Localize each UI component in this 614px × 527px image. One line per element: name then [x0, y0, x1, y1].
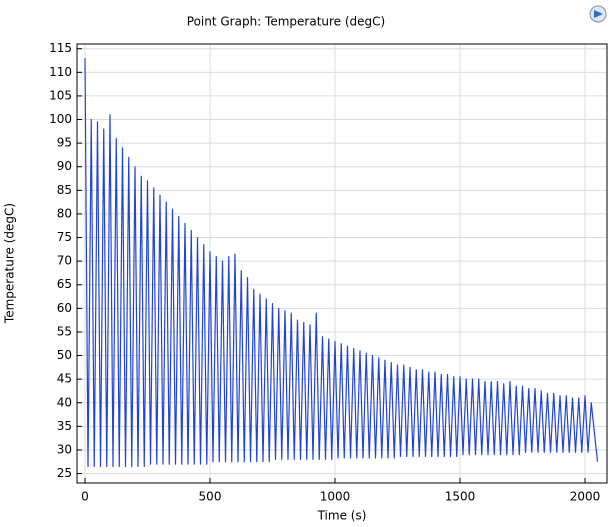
x-tick-label: 1500	[445, 490, 476, 504]
y-tick-label: 50	[57, 348, 72, 362]
y-tick-label: 35	[57, 419, 72, 433]
y-tick-label: 95	[57, 136, 72, 150]
y-tick-label: 45	[57, 372, 72, 386]
y-tick-label: 55	[57, 324, 72, 338]
toolbar-icon[interactable]	[589, 5, 607, 23]
y-tick-label: 105	[49, 88, 72, 102]
plot-frame	[76, 43, 608, 484]
y-tick-label: 25	[57, 466, 72, 480]
y-tick-label: 110	[49, 65, 72, 79]
y-tick-label: 115	[49, 41, 72, 55]
y-tick-label: 60	[57, 301, 72, 315]
y-tick-label: 85	[57, 183, 72, 197]
icon-arrow[interactable]	[594, 10, 603, 18]
y-tick-label: 40	[57, 395, 72, 409]
x-tick-label: 2000	[570, 490, 601, 504]
y-tick-label: 75	[57, 230, 72, 244]
x-tick-label: 1000	[320, 490, 351, 504]
data-line	[84, 58, 599, 468]
chart-title: Point Graph: Temperature (degC)	[187, 15, 385, 29]
y-axis-label: Temperature (degC)	[3, 203, 17, 324]
x-axis-label: Time (s)	[317, 509, 367, 523]
x-tick-label: 0	[81, 490, 89, 504]
y-tick-label: 90	[57, 159, 72, 173]
y-tick-label: 65	[57, 277, 72, 291]
y-tick-label: 80	[57, 206, 72, 220]
y-tick-label: 70	[57, 254, 72, 268]
x-tick-label: 500	[199, 490, 222, 504]
y-tick-label: 30	[57, 442, 72, 456]
y-tick-label: 100	[49, 112, 72, 126]
